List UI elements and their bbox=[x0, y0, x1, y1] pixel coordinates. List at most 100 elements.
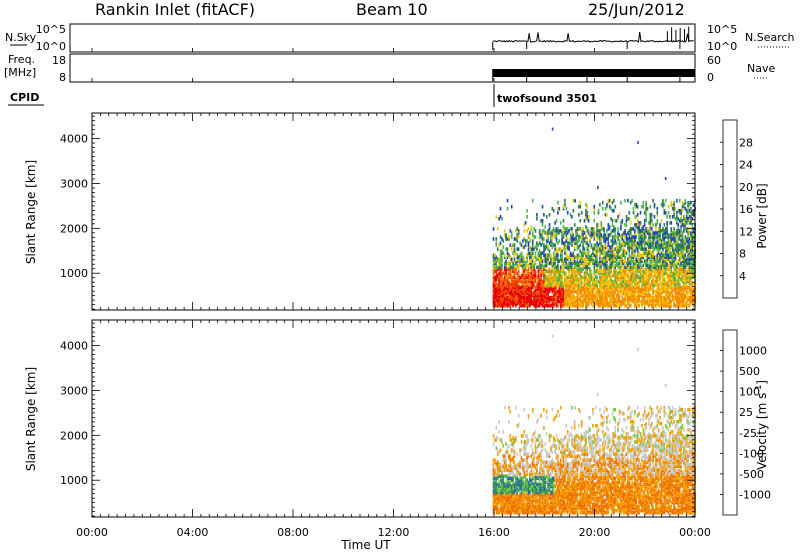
echo-cell bbox=[643, 261, 646, 266]
echo-cell bbox=[564, 283, 566, 288]
echo-cell bbox=[634, 237, 636, 241]
echo-cell bbox=[513, 510, 516, 515]
echo-cell bbox=[534, 277, 537, 282]
echo-cell bbox=[508, 281, 510, 286]
echo-cell bbox=[554, 221, 556, 225]
echo-cell bbox=[649, 217, 652, 221]
echo-cell bbox=[678, 293, 681, 298]
echo-cell bbox=[575, 295, 577, 300]
echo-cell bbox=[678, 271, 681, 276]
echo-cell bbox=[510, 283, 513, 288]
echo-cell bbox=[510, 442, 513, 446]
echo-cell bbox=[611, 295, 614, 300]
echo-cell bbox=[526, 478, 528, 483]
echo-cell bbox=[600, 297, 603, 302]
echo-cell bbox=[517, 482, 520, 487]
echo-cell bbox=[498, 484, 500, 489]
echo-cell bbox=[510, 281, 513, 286]
echo-cell bbox=[674, 231, 677, 235]
echo-cell bbox=[531, 462, 534, 466]
echo-cell bbox=[685, 237, 688, 241]
echo-cell bbox=[681, 257, 684, 261]
echo-cell bbox=[643, 279, 646, 284]
echo-cell bbox=[510, 301, 513, 306]
echo-cell bbox=[600, 291, 603, 296]
echo-cell bbox=[666, 257, 668, 261]
echo-cell bbox=[551, 275, 554, 280]
echo-cell bbox=[617, 275, 619, 280]
echo-cell bbox=[639, 289, 642, 294]
echo-cell bbox=[537, 277, 540, 282]
echo-cell bbox=[510, 265, 513, 270]
echo-cell bbox=[589, 285, 591, 290]
echo-cell bbox=[526, 255, 528, 259]
echo-cell bbox=[664, 251, 667, 255]
echo-cell bbox=[527, 293, 530, 298]
echo-cell bbox=[683, 253, 685, 257]
echo-cell bbox=[508, 267, 510, 272]
echo-cell bbox=[557, 299, 559, 304]
echo-cell bbox=[624, 251, 626, 255]
echo-cell bbox=[524, 464, 527, 468]
echo-cell bbox=[657, 251, 660, 255]
echo-cell bbox=[573, 275, 576, 280]
echo-cell bbox=[510, 448, 513, 452]
echo-cell bbox=[512, 500, 514, 505]
echo-cell bbox=[589, 231, 591, 235]
echo-cell bbox=[495, 293, 498, 298]
echo-cell bbox=[685, 211, 688, 215]
echo-cell bbox=[594, 271, 597, 276]
echo-cell bbox=[496, 277, 499, 282]
echo-cell bbox=[680, 287, 682, 292]
echo-cell bbox=[494, 460, 496, 464]
echo-cell bbox=[545, 245, 548, 249]
echo-cell bbox=[573, 301, 576, 306]
echo-cell bbox=[599, 231, 601, 235]
echo-cell bbox=[538, 486, 541, 491]
echo-cell bbox=[508, 476, 510, 481]
echo-cell bbox=[649, 251, 652, 255]
echo-cell bbox=[677, 225, 680, 229]
echo-cell bbox=[606, 213, 608, 217]
echo-cell bbox=[526, 510, 528, 515]
echo-cell bbox=[638, 269, 640, 274]
echo-cell bbox=[503, 287, 506, 292]
echo-cell bbox=[569, 289, 572, 294]
echo-cell bbox=[551, 206, 554, 211]
echo-cell bbox=[515, 508, 517, 513]
echo-cell bbox=[499, 271, 502, 276]
echo-cell bbox=[607, 267, 610, 272]
echo-cell bbox=[611, 247, 614, 251]
echo-cell bbox=[494, 287, 496, 292]
echo-cell bbox=[582, 275, 584, 280]
echo-cell bbox=[506, 494, 509, 499]
echo-cell bbox=[587, 265, 590, 270]
echo-cell bbox=[676, 283, 678, 288]
echo-cell bbox=[536, 476, 538, 481]
echo-cell bbox=[523, 486, 526, 491]
echo-cell bbox=[649, 297, 652, 302]
echo-cell bbox=[690, 297, 692, 302]
echo-cell bbox=[662, 229, 664, 233]
echo-cell bbox=[506, 506, 509, 511]
echo-cell bbox=[606, 293, 608, 298]
echo-cell bbox=[632, 293, 635, 298]
echo-cell bbox=[653, 204, 656, 209]
freq-right-tick-top: 60 bbox=[707, 54, 721, 67]
echo-cell bbox=[515, 436, 517, 440]
echo-cell bbox=[538, 259, 541, 263]
echo-cell bbox=[685, 299, 688, 304]
echo-cell bbox=[600, 267, 603, 272]
echo-cell bbox=[664, 293, 667, 298]
echo-cell bbox=[680, 208, 682, 213]
echo-cell bbox=[566, 241, 569, 245]
echo-cell bbox=[650, 243, 653, 247]
echo-cell bbox=[537, 255, 540, 259]
echo-cell bbox=[656, 269, 659, 274]
echo-cell bbox=[498, 303, 500, 308]
echo-cell bbox=[608, 253, 611, 257]
echo-cell bbox=[652, 249, 654, 253]
echo-cell bbox=[538, 289, 541, 294]
echo-cell bbox=[603, 275, 605, 280]
echo-cell bbox=[636, 241, 639, 245]
